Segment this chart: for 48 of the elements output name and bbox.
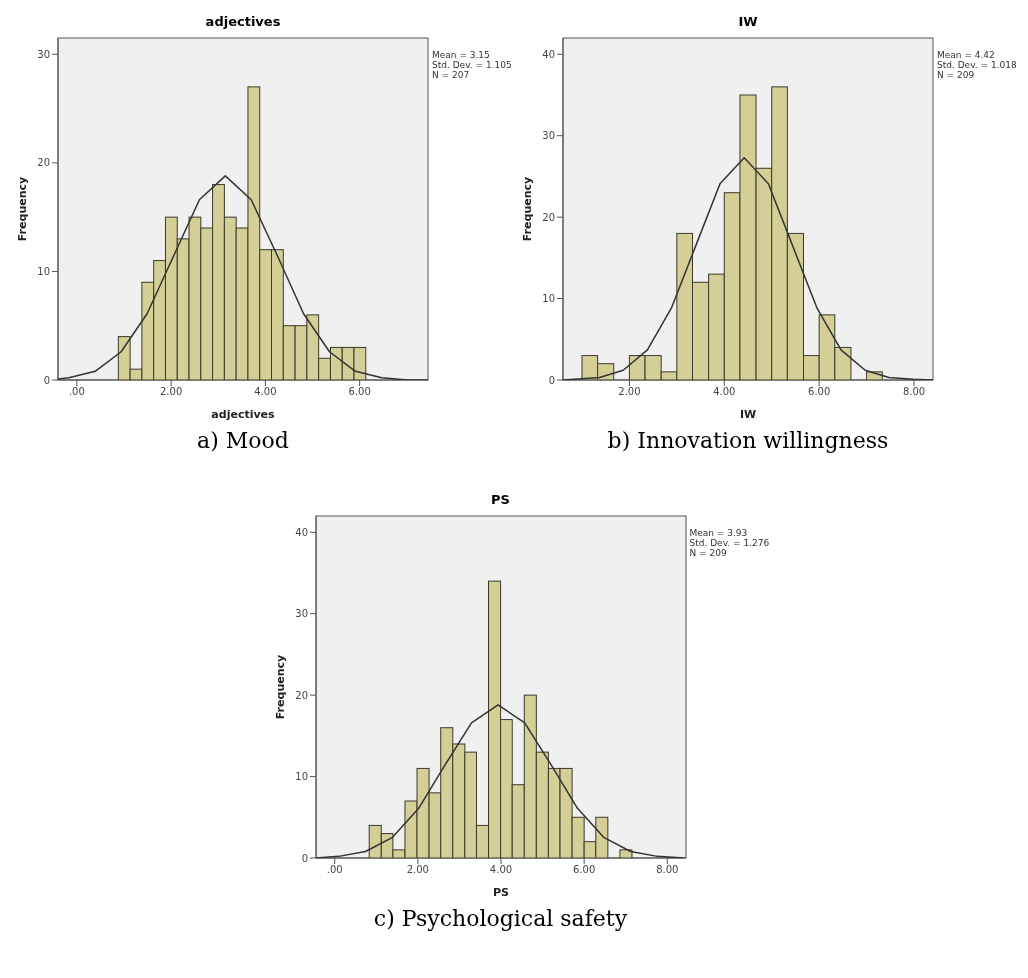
x-tick-label: .00 — [326, 864, 343, 876]
y-axis-title: Frequency — [273, 654, 287, 720]
y-tick-label: 20 — [294, 689, 308, 701]
y-tick-label: 10 — [294, 771, 308, 783]
text: Std. Dev. = 1.276 — [689, 538, 770, 548]
x-axis-title: IW — [739, 408, 757, 421]
text: b) Innovation willingness — [606, 428, 890, 453]
text: c) Psychological safety — [372, 906, 629, 931]
x-tick-label: 2.00 — [159, 386, 183, 398]
chart-title: adjectives — [204, 14, 282, 29]
x-tick-label: 4.00 — [489, 864, 512, 876]
y-tick-label: 0 — [301, 852, 308, 864]
x-tick-label: .00 — [68, 386, 85, 398]
x-tick-label: 2.00 — [618, 386, 641, 398]
y-tick-label: 40 — [294, 526, 308, 538]
text: Mean = 3.15 — [432, 50, 491, 60]
y-tick-label: 30 — [542, 130, 555, 142]
y-tick-label: 0 — [43, 374, 50, 386]
text: a) Mood — [196, 428, 290, 453]
x-tick-label: 6.00 — [572, 864, 595, 876]
x-tick-label: 6.00 — [348, 386, 371, 398]
chart-title: IW — [737, 14, 759, 29]
text: Mean = 4.42 — [937, 50, 996, 60]
y-tick-label: 20 — [542, 211, 555, 223]
x-tick-label: 4.00 — [713, 386, 736, 398]
x-axis-title: adjectives — [211, 408, 276, 421]
y-tick-label: 10 — [542, 293, 555, 305]
y-tick-label: 30 — [37, 48, 50, 60]
chart-title: PS — [490, 492, 511, 507]
x-tick-label: 4.00 — [254, 386, 277, 398]
y-tick-label: 0 — [548, 374, 555, 386]
text: Std. Dev. = 1.105 — [432, 60, 512, 70]
text: N = 209 — [937, 70, 976, 80]
x-tick-label: 2.00 — [406, 864, 429, 876]
text: N = 209 — [689, 548, 728, 558]
y-axis-title: Frequency — [520, 176, 534, 242]
y-tick-label: 20 — [37, 157, 50, 169]
text: Std. Dev. = 1.018 — [937, 60, 1017, 70]
x-tick-label: 6.00 — [808, 386, 831, 398]
y-tick-label: 30 — [294, 608, 308, 620]
y-tick-label: 10 — [37, 265, 50, 277]
text: Mean = 3.93 — [689, 528, 749, 538]
text: N = 207 — [432, 70, 471, 80]
y-axis-title: Frequency — [15, 176, 29, 242]
x-tick-label: 8.00 — [655, 864, 678, 876]
x-axis-title: PS — [492, 886, 509, 899]
y-tick-label: 40 — [542, 48, 555, 60]
x-tick-label: 8.00 — [902, 386, 926, 398]
